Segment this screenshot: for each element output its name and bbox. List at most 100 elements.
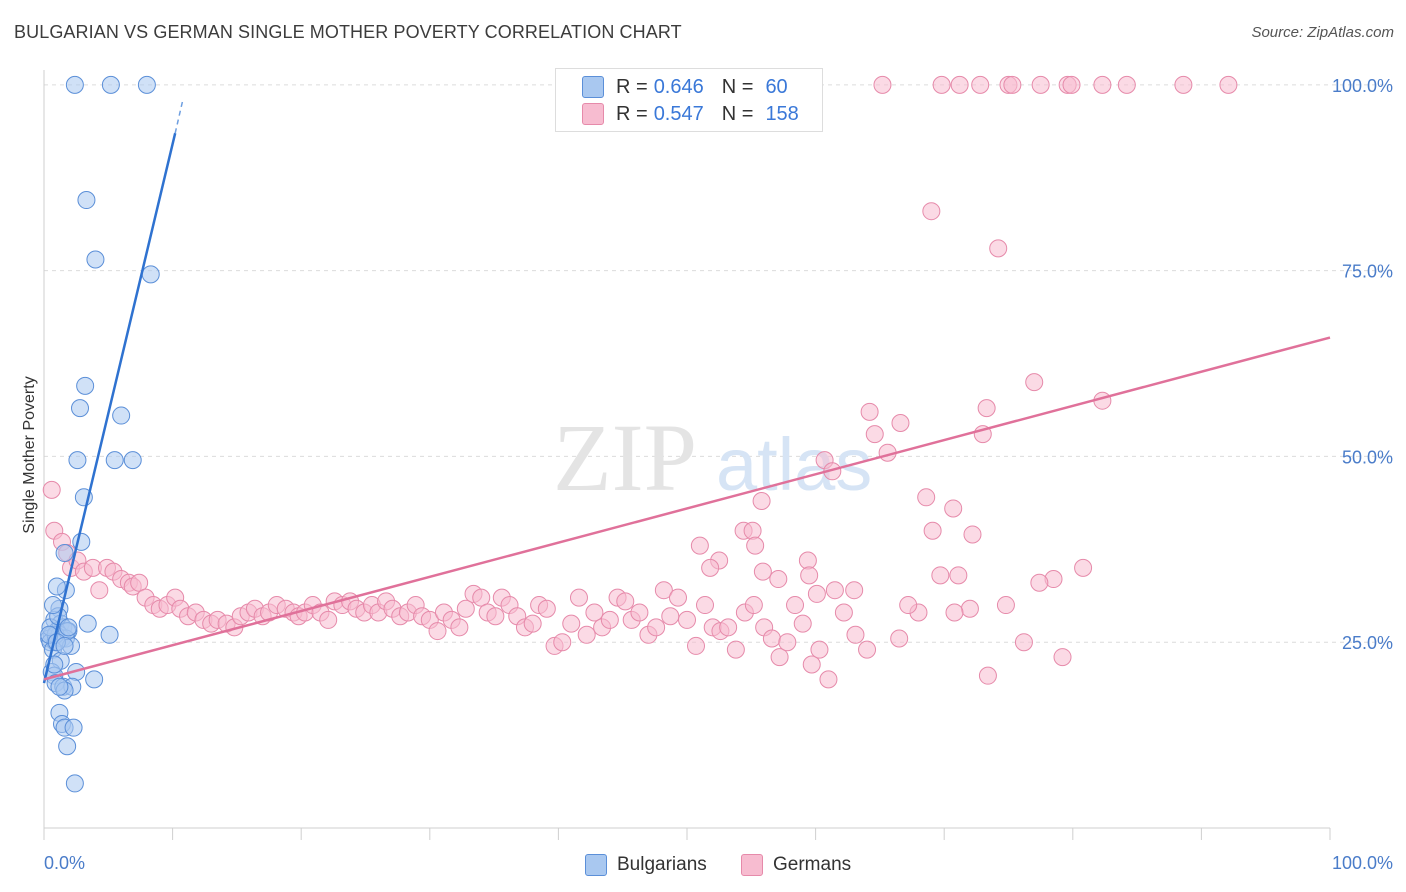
watermark: ZIP atlas xyxy=(553,404,872,511)
bulgarian-point xyxy=(123,451,142,470)
bulgarian-point xyxy=(65,75,84,94)
bottom-legend-label-bulgarians: Bulgarians xyxy=(617,854,707,875)
german-point xyxy=(793,614,812,633)
legend-n-value: 60 xyxy=(765,75,788,98)
german-point xyxy=(319,610,338,629)
german-point xyxy=(932,75,951,94)
bulgarian-point xyxy=(141,265,160,284)
german-point xyxy=(450,618,469,637)
german-point xyxy=(989,239,1008,258)
source-credit: Source: ZipAtlas.com xyxy=(1251,24,1394,41)
trend-lines xyxy=(42,99,1331,684)
x-tick-label: 100.0% xyxy=(1332,853,1393,873)
german-point xyxy=(678,610,696,629)
german-point xyxy=(834,603,853,622)
german-point xyxy=(668,588,687,607)
axes xyxy=(43,70,1331,840)
german-point xyxy=(996,596,1015,615)
german-point xyxy=(1117,75,1136,94)
legend-n-label: N = xyxy=(721,75,754,98)
bulgarian-point xyxy=(64,718,83,737)
german-point xyxy=(523,614,542,633)
legend-swatch-bulgarians xyxy=(582,76,604,98)
german-point xyxy=(1030,573,1049,592)
german-point xyxy=(963,525,982,544)
german-point xyxy=(719,618,738,637)
german-point xyxy=(778,633,797,652)
legend-row-bulgarians: R = 0.646 N = 60 xyxy=(582,74,788,100)
german-point xyxy=(585,603,604,622)
german-point xyxy=(577,625,596,644)
german-point xyxy=(562,614,581,633)
germans-points xyxy=(42,75,1238,689)
german-point xyxy=(873,75,892,94)
german-point xyxy=(978,666,997,685)
german-point xyxy=(786,596,805,615)
bulgarian-point xyxy=(112,406,131,425)
german-point xyxy=(1031,75,1050,94)
german-point xyxy=(600,610,619,629)
bottom-legend-label-germans: Germans xyxy=(773,854,852,875)
german-point xyxy=(770,648,789,667)
german-point xyxy=(807,584,826,603)
bulgarian-point xyxy=(86,250,105,269)
legend-swatch-germans xyxy=(582,103,604,125)
axis-labels: 25.0% 50.0% 75.0% 100.0% 0.0% 100.0% Single Mo… xyxy=(21,76,1393,873)
german-point xyxy=(1053,648,1072,667)
watermark-atlas: atlas xyxy=(716,423,872,506)
bottom-legend-germans: Germans xyxy=(741,852,851,878)
chart-title: BULGARIAN VS GERMAN SINGLE MOTHER POVERT… xyxy=(14,22,682,42)
german-point xyxy=(687,636,706,655)
german-point xyxy=(800,566,819,585)
german-point xyxy=(696,596,715,615)
german-point xyxy=(865,425,884,444)
german-point xyxy=(950,75,969,94)
german-point xyxy=(891,413,910,432)
german-point xyxy=(922,202,941,221)
y-axis-title: Single Mother Poverty xyxy=(21,376,38,533)
german-point xyxy=(1062,75,1081,94)
german-point xyxy=(1174,75,1193,94)
legend-r-value: 0.547 xyxy=(653,102,704,125)
bulgarian-point xyxy=(101,75,120,94)
y-tick-label: 75.0% xyxy=(1342,262,1393,282)
german-point xyxy=(1025,373,1044,392)
german-point xyxy=(1014,633,1033,652)
german-point xyxy=(1093,75,1112,94)
bulgarian-point xyxy=(50,677,69,696)
german-point xyxy=(690,536,709,555)
german-point xyxy=(917,488,936,507)
german-point xyxy=(743,521,762,540)
german-point xyxy=(472,588,491,607)
bulgarians-trend-extension xyxy=(174,99,184,134)
y-tick-label: 100.0% xyxy=(1332,76,1393,96)
german-point xyxy=(537,599,556,618)
german-point xyxy=(923,521,942,540)
y-tick-label: 50.0% xyxy=(1342,447,1393,467)
x-tick-label: 0.0% xyxy=(44,853,85,873)
german-point xyxy=(949,566,968,585)
bulgarian-point xyxy=(55,544,74,563)
bulgarian-point xyxy=(55,636,74,655)
german-point xyxy=(569,588,588,607)
legend-r-label: R = xyxy=(616,75,648,98)
german-point xyxy=(944,499,963,518)
legend-n-label: N = xyxy=(721,102,754,125)
german-point xyxy=(846,625,865,644)
german-point xyxy=(42,480,61,499)
germans-trend-line xyxy=(43,336,1331,681)
german-point xyxy=(753,562,772,581)
german-point xyxy=(746,536,765,555)
legend-r-label: R = xyxy=(616,102,648,125)
german-point xyxy=(890,629,909,648)
bulgarian-point xyxy=(137,75,156,94)
legend-r-value: 0.646 xyxy=(653,75,704,98)
legend-n-value: 158 xyxy=(765,102,799,125)
german-point xyxy=(858,640,877,659)
german-point xyxy=(647,618,666,637)
bottom-legend-swatch-bulgarians xyxy=(585,854,607,876)
german-point xyxy=(860,402,879,421)
watermark-zip: ZIP xyxy=(553,404,697,511)
bulgarian-point xyxy=(59,618,78,637)
bottom-legend-swatch-germans xyxy=(741,854,763,876)
